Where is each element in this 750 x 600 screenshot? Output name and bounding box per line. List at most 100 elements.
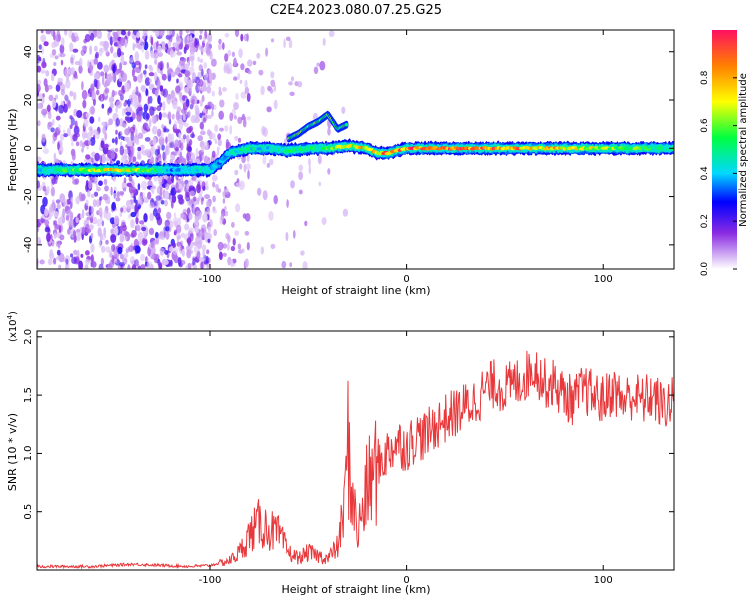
noise-speckle: [70, 148, 76, 157]
noise-speckle: [289, 262, 293, 268]
noise-speckle: [235, 203, 241, 213]
ytick-label: 0: [23, 145, 34, 151]
noise-speckle: [217, 138, 222, 147]
noise-speckle: [197, 56, 200, 62]
noise-speckle: [104, 185, 109, 192]
noise-speckle: [175, 110, 180, 121]
noise-speckle: [302, 261, 308, 269]
noise-speckle: [92, 199, 97, 208]
noise-speckle: [241, 248, 245, 253]
noise-speckle: [65, 205, 70, 212]
noise-speckle: [294, 81, 299, 87]
noise-speckle: [211, 103, 215, 111]
noise-speckle: [105, 157, 110, 162]
noise-speckle: [58, 264, 62, 269]
noise-speckle: [123, 148, 129, 155]
noise-speckle: [117, 246, 123, 255]
noise-speckle: [229, 125, 233, 135]
secondary-ridge-core: [344, 122, 349, 127]
noise-speckle: [139, 199, 143, 206]
snr-ylabel: SNR (10 * v/v): [6, 413, 19, 491]
noise-speckle: [199, 58, 204, 63]
noise-speckle: [258, 69, 264, 76]
noise-speckle: [150, 36, 154, 46]
noise-speckle: [328, 30, 335, 38]
noise-speckle: [148, 227, 155, 235]
noise-speckle: [165, 136, 168, 144]
noise-speckle: [234, 30, 240, 38]
noise-speckle: [69, 90, 74, 97]
noise-speckle: [207, 101, 213, 107]
noise-speckle: [149, 78, 152, 83]
noise-speckle: [134, 204, 139, 215]
noise-speckle: [157, 62, 162, 69]
noise-speckle: [165, 183, 170, 191]
ytick-label: 1.0: [23, 445, 34, 461]
noise-speckle: [270, 243, 276, 250]
noise-speckle: [212, 132, 216, 141]
noise-speckle: [173, 255, 179, 264]
noise-speckle: [238, 48, 243, 58]
noise-speckle: [200, 261, 204, 269]
noise-speckle: [231, 221, 235, 228]
noise-speckle: [76, 231, 81, 242]
noise-speckle: [125, 111, 132, 116]
noise-speckle: [86, 228, 92, 234]
noise-speckle: [256, 52, 261, 59]
noise-speckle: [167, 133, 172, 143]
noise-speckle: [46, 104, 51, 113]
noise-speckle: [37, 83, 41, 93]
noise-speckle: [180, 232, 186, 238]
noise-speckle: [163, 125, 167, 132]
noise-speckle: [174, 140, 180, 150]
noise-speckle: [195, 147, 199, 158]
noise-speckle: [103, 209, 107, 219]
noise-speckle: [60, 83, 66, 92]
noise-speckle: [187, 79, 194, 89]
noise-speckle: [94, 45, 98, 52]
noise-speckle: [167, 99, 171, 105]
noise-speckle: [188, 199, 195, 205]
noise-speckle: [244, 79, 248, 89]
noise-speckle: [85, 112, 90, 119]
noise-speckle: [244, 230, 250, 236]
noise-speckle: [195, 38, 200, 46]
noise-speckle: [72, 48, 79, 53]
noise-speckle: [214, 124, 219, 132]
noise-speckle: [95, 183, 99, 188]
noise-speckle: [183, 57, 187, 63]
noise-speckle: [226, 242, 230, 251]
noise-speckle: [239, 180, 245, 191]
noise-speckle: [171, 174, 175, 184]
noise-speckle: [94, 152, 100, 162]
noise-speckle: [135, 86, 139, 94]
noise-speckle: [273, 99, 278, 110]
noise-speckle: [188, 227, 194, 234]
noise-speckle: [54, 175, 58, 185]
noise-speckle: [177, 159, 182, 164]
noise-speckle: [298, 189, 303, 195]
noise-speckle: [37, 79, 42, 86]
noise-speckle: [109, 259, 114, 268]
noise-speckle: [141, 44, 145, 53]
noise-speckle: [50, 186, 56, 197]
noise-speckle: [99, 47, 103, 57]
noise-speckle: [230, 259, 234, 268]
noise-speckle: [158, 111, 162, 121]
noise-speckle: [128, 175, 133, 182]
noise-speckle: [244, 86, 250, 95]
noise-speckle: [178, 43, 183, 50]
noise-speckle: [240, 33, 244, 42]
noise-speckle: [288, 81, 293, 86]
noise-speckle: [175, 224, 182, 234]
noise-speckle: [230, 245, 236, 252]
noise-speckle: [66, 73, 70, 82]
noise-speckle: [110, 151, 116, 160]
noise-speckle: [160, 69, 163, 76]
noise-speckle: [134, 51, 140, 62]
noise-speckle: [149, 118, 152, 127]
noise-speckle: [126, 116, 132, 123]
noise-speckle: [179, 151, 183, 161]
noise-speckle: [225, 64, 230, 75]
noise-speckle: [201, 94, 205, 103]
